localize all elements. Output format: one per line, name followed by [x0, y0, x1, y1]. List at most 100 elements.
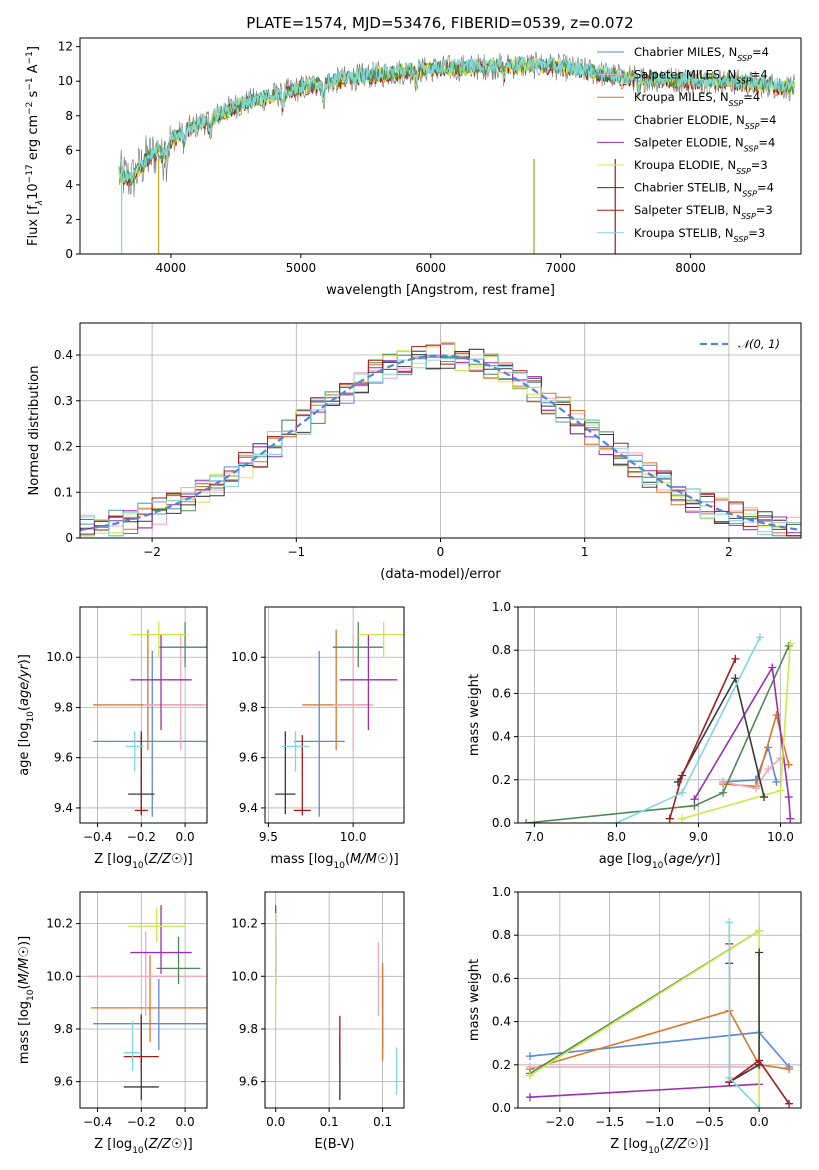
weight-point	[786, 639, 795, 648]
y-tick-label: 9.6	[54, 751, 73, 765]
y-tick-label: 0	[65, 531, 73, 545]
weight-point	[786, 814, 795, 823]
error-bar	[130, 622, 188, 658]
y-tick-label: 0.8	[492, 643, 511, 657]
error-bar	[123, 1021, 142, 1072]
weight-series-line	[677, 676, 765, 798]
weight-point	[772, 777, 781, 786]
y-tick-label: 0.4	[492, 1015, 511, 1029]
x-axis-label: (data-model)/error	[380, 567, 501, 582]
spectrum-panel: 4000 5000 6000 7000 8000 0 2 4 6 8 10 12 Chabrier MI…	[25, 37, 802, 298]
y-axis-label: mass [log10(M/M☉)]	[17, 936, 36, 1064]
ebv-mass-marks	[275, 905, 398, 1101]
x-tick-label: −1	[287, 545, 305, 559]
x-tick-label: 8000	[675, 261, 706, 275]
x-tick-label: 0.1	[373, 1115, 392, 1129]
mass-age-panel: 9.5 10.0 9.4 9.6 9.8 10.0 mass [log10(M/M☉)]	[231, 606, 405, 871]
x-tick-label: −2	[143, 545, 161, 559]
y-tick-label: 10.0	[46, 969, 73, 983]
model-spectrum	[118, 56, 795, 183]
weight-point	[784, 760, 793, 769]
legend-entry: Salpeter MILES, NSSP=4	[634, 68, 768, 86]
error-bar	[130, 905, 192, 974]
y-tick-label: 9.4	[54, 801, 73, 815]
legend-entry: Chabrier MILES, NSSP=4	[634, 45, 769, 63]
legend-entry: Kroupa MILES, NSSP=4	[634, 90, 760, 108]
weight-point	[719, 777, 728, 786]
x-tick-label: 9.0	[689, 830, 708, 844]
legend-entry: 𝒩(0, 1)	[738, 337, 780, 351]
x-tick-label: 1	[581, 545, 589, 559]
x-axis-label: Z [log10(Z/Z☉)]	[94, 1137, 192, 1156]
weight-point	[522, 819, 531, 823]
weight-point	[612, 819, 621, 823]
weight-point	[690, 795, 699, 804]
weight-point	[785, 1099, 794, 1108]
x-tick-label: 0.0	[750, 1115, 769, 1129]
error-bar	[130, 634, 192, 731]
y-tick-label: 10	[58, 74, 73, 88]
weight-series-line	[693, 665, 792, 819]
y-tick-label: 1.0	[492, 885, 511, 899]
x-axis-label: Z [log10(Z/Z☉)]	[610, 1137, 708, 1156]
weight-series-line	[722, 757, 782, 790]
y-tick-label: 10.0	[46, 650, 73, 664]
weight-series-line	[529, 1083, 760, 1098]
x-tick-label: 10.0	[340, 830, 367, 844]
x-axis-label: mass [log10(M/M☉)]	[270, 852, 398, 871]
y-axis-label: Normed distribution	[27, 366, 42, 496]
y-tick-label: 0.2	[492, 773, 511, 787]
y-tick-label: 9.8	[239, 700, 258, 714]
x-tick-label: 0.0	[266, 1115, 285, 1129]
y-tick-label: 10.2	[46, 917, 73, 931]
error-bar	[332, 622, 384, 668]
weight-point	[678, 814, 687, 823]
weight-point	[784, 793, 793, 802]
residual-histogram	[80, 351, 801, 537]
weight-series-line	[526, 645, 790, 823]
y-tick-label: 9.8	[239, 1022, 258, 1036]
z-mass-frame	[79, 891, 208, 1109]
error-bar	[332, 634, 374, 751]
legend-entry: Kroupa ELODIE, NSSP=3	[634, 158, 768, 176]
x-tick-label: 7000	[545, 261, 576, 275]
y-tick-label: 10.0	[231, 650, 258, 664]
weight-point	[725, 1073, 734, 1082]
ebv-mass-panel: 0.0 0.1 0.1 9.6 9.8 10.0 10.2 E(B-V)	[231, 891, 405, 1152]
legend-entry: Salpeter STELIB, NSSP=3	[634, 203, 773, 221]
y-tick-label: 0.4	[54, 348, 73, 362]
weight-point	[755, 948, 764, 957]
observed-spectrum	[118, 51, 795, 197]
y-tick-label: 9.8	[54, 1022, 73, 1036]
residuals-frame	[79, 322, 802, 539]
x-tick-label: 2	[725, 545, 733, 559]
error-bar	[281, 731, 310, 772]
age-weight-marks	[522, 633, 795, 823]
y-tick-label: 0	[65, 247, 73, 261]
y-axis-label: mass weight	[467, 959, 482, 1041]
error-bar	[125, 731, 144, 772]
weight-point	[755, 1056, 764, 1065]
y-tick-label: 9.4	[239, 801, 258, 815]
weight-point	[755, 1104, 764, 1108]
legend-entry-name: Chabrier STELIB, N	[634, 181, 742, 195]
weight-series-line	[616, 636, 761, 823]
legend-entry: Salpeter ELODIE, NSSP=4	[634, 135, 775, 153]
weight-point	[731, 654, 740, 663]
y-tick-label: 6	[65, 143, 73, 157]
legend-entry-name: Chabrier MILES, N	[634, 45, 737, 59]
normal-curve	[80, 354, 801, 532]
error-bar	[293, 735, 311, 816]
x-axis-label: age [log10(age/yr)]	[599, 852, 721, 871]
y-tick-label: 0.3	[54, 394, 73, 408]
x-tick-label: 9.5	[259, 830, 278, 844]
x-tick-label: 7.0	[525, 830, 544, 844]
z-weight-frame	[517, 891, 802, 1109]
z-age-marks	[93, 622, 207, 817]
y-tick-label: 10.0	[231, 969, 258, 983]
x-tick-label: −0.5	[695, 1115, 724, 1129]
y-tick-label: 9.8	[54, 700, 73, 714]
error-bar	[134, 735, 148, 816]
x-tick-label: 5000	[286, 261, 317, 275]
error-bar	[358, 622, 404, 658]
